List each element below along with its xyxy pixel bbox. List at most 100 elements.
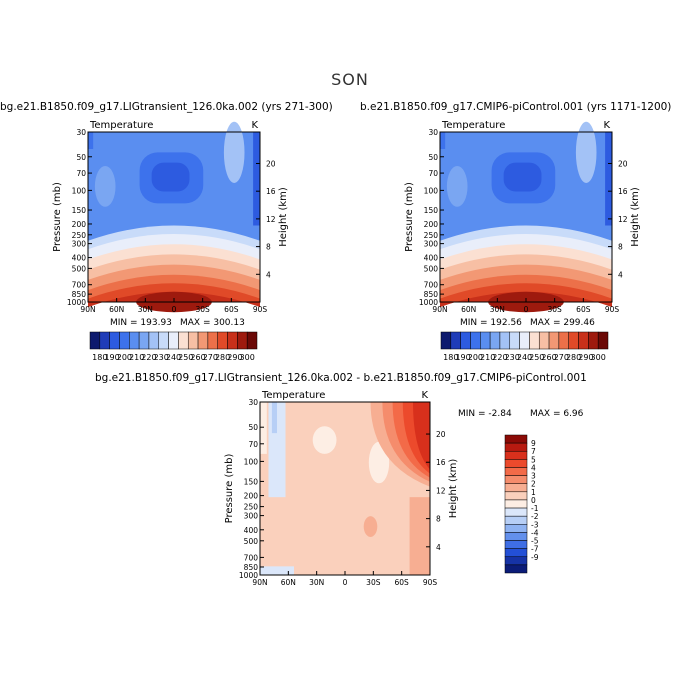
colorbar-swatch [470,331,481,350]
colorbar-swatch [558,331,569,350]
colorbar-label: 2 [531,480,536,489]
colorbar-label: 4 [531,463,536,472]
colorbar-swatch [509,331,520,350]
height-tick-label: 4 [266,270,271,279]
x-tick-label: 0 [524,305,529,314]
y-tick-label: 850 [244,563,259,572]
y-tick-label: 1000 [419,298,438,307]
field-band [312,426,337,454]
colorbar-swatch [89,331,101,350]
colorbar-swatch [578,331,589,350]
height-tick-label: 16 [266,187,276,196]
x-tick-label: 0 [172,305,177,314]
height-tick-label: 20 [436,430,446,439]
field-band [223,121,245,183]
colorbar-label: -3 [531,520,539,529]
colorbar-label: -4 [531,528,539,537]
y-axis-label: Pressure (mb) [52,182,63,252]
field-band [271,402,277,434]
colorbar-swatch [504,491,528,501]
y-tick-label: 100 [72,186,87,195]
units-label: K [603,120,610,131]
colorbar-label: 230 [154,353,169,362]
colorbar-swatch [504,564,528,574]
panel-3-title: bg.e21.B1850.f09_g17.LIGtransient_126.0k… [95,372,587,384]
x-tick-label: 0 [343,578,348,587]
y-axis-label: Pressure (mb) [224,454,235,524]
height-tick-label: 12 [618,215,628,224]
colorbar-swatch [519,331,530,350]
colorbar-label: 260 [541,353,556,362]
colorbar-label: 220 [141,353,156,362]
colorbar-label: 200 [117,353,132,362]
x-tick-label: 90S [423,578,438,587]
panel-2-max: MAX = 299.46 [530,318,595,328]
height-tick-label: 4 [436,543,441,552]
colorbar-label: 300 [240,353,255,362]
colorbar-swatch [504,434,528,444]
colorbar-swatch [119,331,130,350]
colorbar-swatch [178,331,189,350]
colorbar-swatch [504,475,528,484]
height-tick-label: 12 [266,215,276,224]
units-label: K [251,120,258,131]
colorbar-swatch [504,540,528,549]
y-tick-label: 700 [72,281,87,290]
y-tick-label: 500 [424,264,439,273]
height-tick-label: 8 [618,243,623,252]
colorbar-swatch [504,483,528,493]
y-tick-label: 30 [76,128,86,137]
y-tick-label: 150 [72,206,87,215]
colorbar-label: 210 [480,353,495,362]
y-tick-label: 500 [72,264,87,273]
x-tick-label: 30S [196,305,211,314]
y-tick-label: 400 [244,526,259,535]
colorbar-swatch [504,548,528,558]
y-tick-label: 850 [72,290,87,299]
field-band [575,121,597,183]
y-axis-label-right: Height (km) [278,187,289,247]
colorbar-swatch [246,331,258,350]
panel-2-min: MIN = 192.56 [460,318,522,328]
y-tick-label: 300 [424,240,439,249]
colorbar-label: 280 [566,353,581,362]
colorbar-label: 230 [505,353,520,362]
colorbar-label: 210 [129,353,144,362]
y-axis-label-right: Height (km) [630,187,641,247]
y-tick-label: 150 [244,477,259,486]
field-band [94,166,116,207]
y-tick-label: 50 [76,153,86,162]
colorbar-swatch [129,331,140,350]
panel-1-title: bg.e21.B1850.f09_g17.LIGtransient_126.0k… [0,101,333,113]
colorbar-swatch [197,331,209,350]
field-band [605,132,612,226]
panel-2-plot: Temperature K 90N 60N 30N 0 30S 60S 90S 30 50 70 100… [404,120,641,314]
panel-1-max: MAX = 300.13 [180,318,245,328]
colorbar-label: 290 [578,353,593,362]
colorbar-swatch [597,331,609,350]
x-tick-label: 60N [109,305,124,314]
colorbar-swatch [489,331,501,350]
field-band [253,132,260,226]
y-tick-label: 400 [72,254,87,263]
y-tick-label: 200 [244,492,259,501]
x-tick-label: 90S [605,305,620,314]
colorbar-swatch [217,331,228,350]
colorbar-label: 260 [190,353,205,362]
y-tick-label: 1000 [239,571,258,580]
y-axis-label: Pressure (mb) [404,182,415,252]
field-band [88,132,94,149]
colorbar-swatch [168,331,179,350]
x-tick-label: 30S [366,578,381,587]
colorbar-swatch [504,556,528,566]
field-band [260,402,267,454]
colorbar-label: 1 [531,488,536,497]
colorbar-label: 290 [227,353,242,362]
colorbar-swatch [588,331,599,350]
colorbar-swatch [460,331,471,350]
colorbar-swatch [504,450,528,460]
y-tick-label: 200 [72,220,87,229]
field-band [503,162,542,192]
